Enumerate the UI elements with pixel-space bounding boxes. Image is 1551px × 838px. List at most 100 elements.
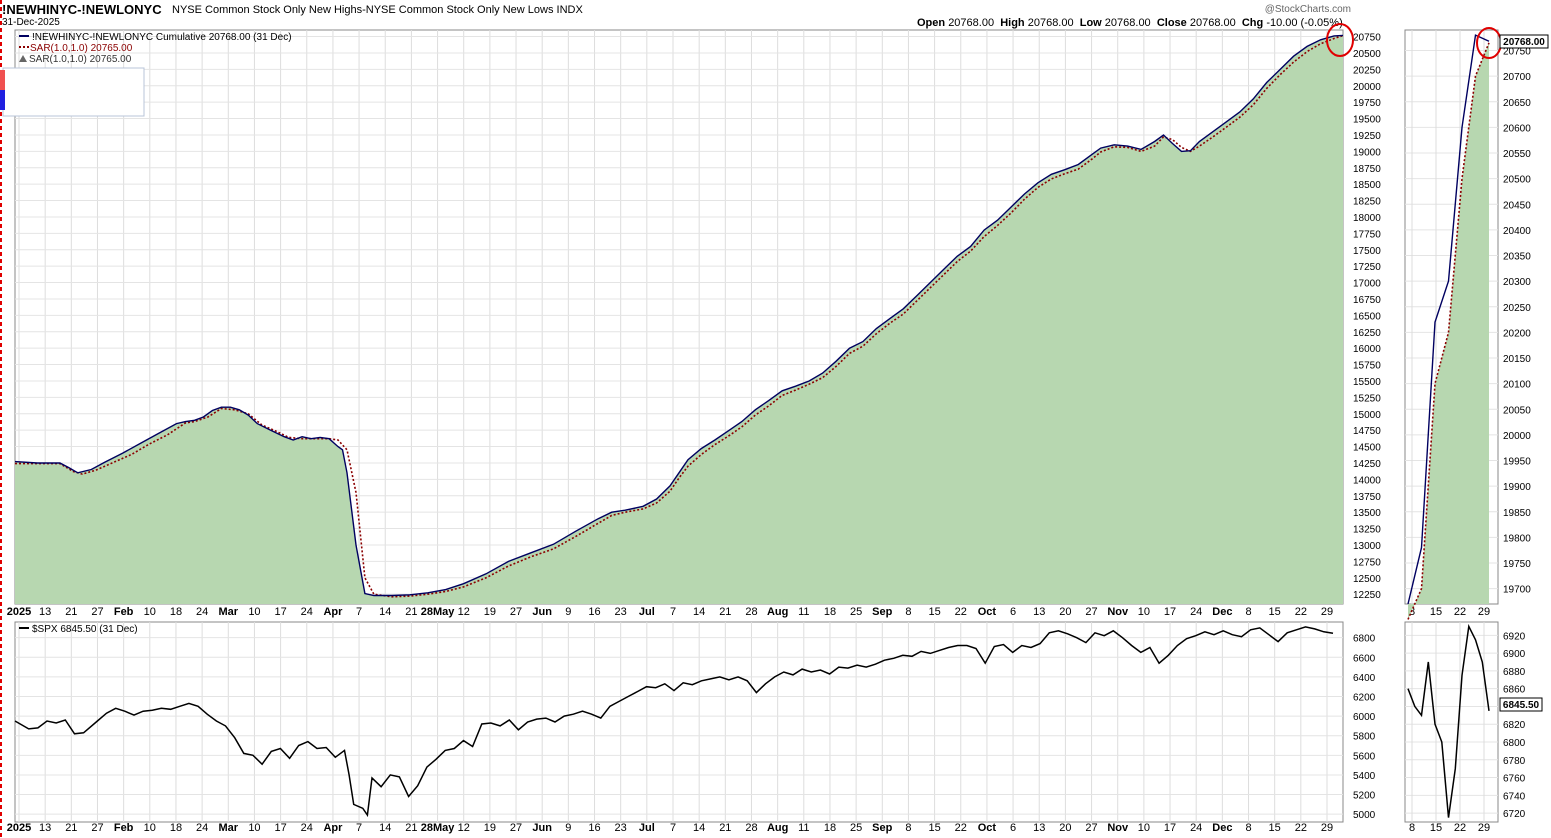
zoom-y-tick-label: 20400 <box>1503 226 1531 237</box>
x-tick-label: 9 <box>565 606 571 618</box>
x-tick-label: Sep <box>872 822 892 834</box>
x-tick-label: 21 <box>405 822 417 834</box>
x-tick-label: 10 <box>248 822 260 834</box>
x-tick-label: 10 <box>248 606 260 618</box>
zoom-y-tick-label: 20550 <box>1503 149 1531 160</box>
symbol-title: !NEWHINYC-!NEWLONYC <box>2 2 162 17</box>
x-tick-label: 9 <box>565 822 571 834</box>
zoom-y-tick-label: 6880 <box>1503 667 1526 678</box>
zoom-y-tick-label: 20650 <box>1503 98 1531 109</box>
x-tick-label: 22 <box>955 822 967 834</box>
legend-spx: $SPX 6845.50 (31 Dec) <box>32 624 138 635</box>
cumulative-area <box>15 35 1343 604</box>
legend-sar2: SAR(1.0,1.0) 20765.00 <box>29 54 132 65</box>
zoom-y-tick-label: 19750 <box>1503 559 1531 570</box>
y-tick-label: 5600 <box>1353 751 1376 762</box>
x-tick-label: 19 <box>484 606 496 618</box>
y-tick-label: 19500 <box>1353 115 1381 126</box>
zoom-y-tick-label: 6800 <box>1503 738 1526 749</box>
x-tick-label: Feb <box>114 822 134 834</box>
zoom-x-tick-label: 22 <box>1454 822 1466 834</box>
x-tick-label: 13 <box>39 822 51 834</box>
zoom-y-tick-label: 20000 <box>1503 431 1531 442</box>
y-tick-label: 12250 <box>1353 590 1381 601</box>
cumulative-line <box>14 34 1344 597</box>
x-tick-label: 27 <box>1085 822 1097 834</box>
x-tick-label: Mar <box>218 822 238 834</box>
x-tick-label: 8 <box>905 606 911 618</box>
x-tick-label: Feb <box>114 606 134 618</box>
x-tick-label: 14 <box>693 822 705 834</box>
y-tick-label: 14500 <box>1353 443 1381 454</box>
x-tick-label: 18 <box>170 606 182 618</box>
zoom-cumulative-line <box>1407 34 1490 605</box>
x-tick-label: 18 <box>824 606 836 618</box>
x-tick-label: Nov <box>1107 606 1129 618</box>
x-tick-label: 28 <box>745 606 757 618</box>
y-tick-label: 19750 <box>1353 98 1381 109</box>
sar-dotted-line <box>15 34 1344 598</box>
y-tick-label: 16000 <box>1353 344 1381 355</box>
x-tick-label: 17 <box>1164 606 1176 618</box>
y-tick-label: 18000 <box>1353 213 1381 224</box>
y-tick-label: 6000 <box>1353 712 1376 723</box>
x-tick-label: 13 <box>1033 606 1045 618</box>
y-tick-label: 17250 <box>1353 262 1381 273</box>
zoom-y-tick-label: 6740 <box>1503 791 1526 802</box>
x-tick-label: 13 <box>39 606 51 618</box>
zoom-y-tick-label: 20250 <box>1503 303 1531 314</box>
zoom-y-tick-label: 20300 <box>1503 277 1531 288</box>
y-tick-label: 5800 <box>1353 732 1376 743</box>
x-tick-label: 25 <box>850 822 862 834</box>
zoom-y-tick-label: 6720 <box>1503 809 1526 820</box>
x-tick-label: 6 <box>1010 606 1016 618</box>
ohlc-readout: Open 20768.00 High 20768.00 Low 20768.00… <box>917 17 1343 29</box>
x-tick-label: 27 <box>91 822 103 834</box>
x-tick-label: 10 <box>1138 606 1150 618</box>
y-tick-label: 6200 <box>1353 693 1376 704</box>
x-tick-label: 27 <box>510 606 522 618</box>
x-tick-label: 24 <box>301 606 313 618</box>
x-tick-label: 22 <box>955 606 967 618</box>
chart-date: 31-Dec-2025 <box>2 17 60 28</box>
x-tick-label: 29 <box>1321 606 1333 618</box>
last-value-box <box>1499 34 1549 49</box>
zoom-x-tick-label: 22 <box>1454 606 1466 618</box>
legend-popup-box <box>2 67 145 117</box>
y-tick-label: 6600 <box>1353 653 1376 664</box>
x-tick-label: 24 <box>196 606 208 618</box>
y-tick-label: 15000 <box>1353 410 1381 421</box>
y-tick-label: 18500 <box>1353 180 1381 191</box>
y-tick-label: 20250 <box>1353 65 1381 76</box>
x-tick-label: 24 <box>1190 822 1202 834</box>
x-tick-label: Nov <box>1107 822 1129 834</box>
x-tick-label: 22 <box>1295 822 1307 834</box>
zoom-y-tick-label: 19950 <box>1503 457 1531 468</box>
y-tick-label: 12750 <box>1353 557 1381 568</box>
x-tick-label: 7 <box>356 606 362 618</box>
y-tick-label: 18750 <box>1353 164 1381 175</box>
x-tick-label: Apr <box>323 606 343 618</box>
zoom-x-tick-label: 15 <box>1430 606 1442 618</box>
x-tick-label: 29 <box>1321 822 1333 834</box>
x-tick-label: 16 <box>588 606 600 618</box>
x-tick-label: 10 <box>1138 822 1150 834</box>
x-tick-label: Jul <box>639 822 655 834</box>
y-tick-label: 19000 <box>1353 147 1381 158</box>
zoom-y-tick-label: 19900 <box>1503 482 1531 493</box>
y-tick-label: 15500 <box>1353 377 1381 388</box>
x-tick-label: 7 <box>670 606 676 618</box>
x-tick-label: Jun <box>532 606 552 618</box>
y-tick-label: 5400 <box>1353 771 1376 782</box>
y-tick-label: 13250 <box>1353 525 1381 536</box>
x-tick-label: 22 <box>1295 606 1307 618</box>
spx-line <box>14 626 1334 818</box>
x-tick-label: 2025 <box>7 822 31 834</box>
legend-sar1: SAR(1.0,1.0) 20765.00 <box>30 43 133 54</box>
x-tick-label: Apr <box>323 822 343 834</box>
zoom-y-tick-label: 19700 <box>1503 585 1531 596</box>
zoom-y-tick-label: 19850 <box>1503 508 1531 519</box>
popup-blue-marker <box>0 90 5 110</box>
x-tick-label: Aug <box>767 606 788 618</box>
y-tick-label: 5000 <box>1353 810 1376 821</box>
